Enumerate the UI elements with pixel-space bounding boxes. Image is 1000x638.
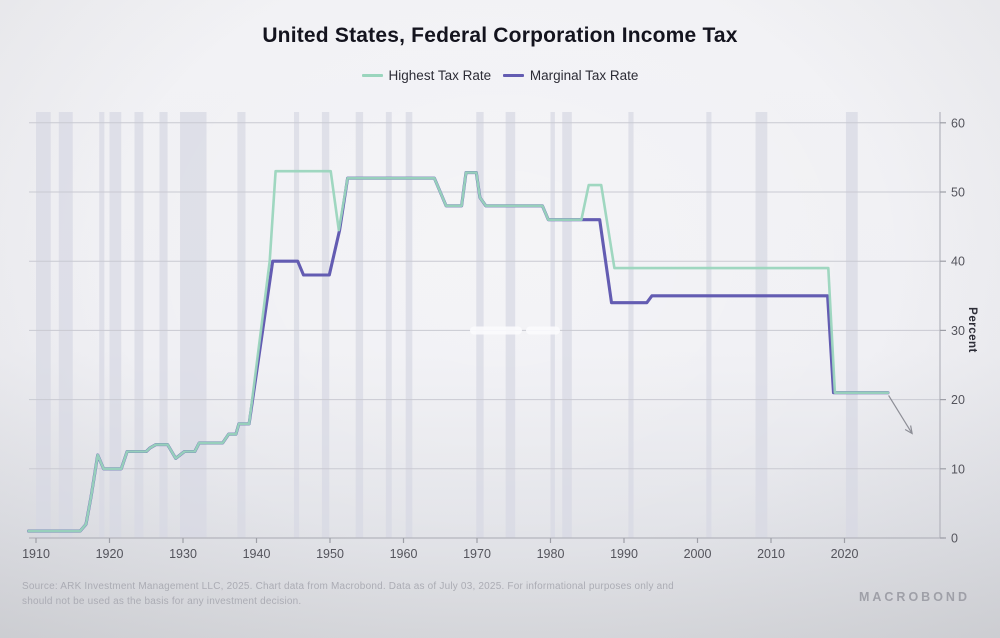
recession-band bbox=[845, 112, 858, 538]
forecast-arrowhead bbox=[904, 425, 913, 435]
recession-band bbox=[237, 112, 246, 538]
y-axis-unit-label: Percent bbox=[966, 307, 978, 353]
recession-band bbox=[159, 112, 168, 538]
recession-band bbox=[476, 112, 484, 538]
recession-band bbox=[405, 112, 413, 538]
x-tick-label: 1930 bbox=[169, 547, 197, 561]
x-tick-label: 1960 bbox=[390, 547, 418, 561]
smudge-artifact bbox=[470, 326, 522, 335]
legend-label-highest-tax-rate: Highest Tax Rate bbox=[388, 68, 492, 83]
recession-band bbox=[505, 112, 516, 538]
x-tick-label: 1970 bbox=[463, 547, 491, 561]
recession-band bbox=[321, 112, 330, 538]
x-tick-label: 1910 bbox=[22, 547, 50, 561]
recession-band bbox=[628, 112, 634, 538]
legend: Highest Tax Rate Marginal Tax Rate bbox=[0, 65, 1000, 83]
macrobond-logo: MACROBOND bbox=[858, 590, 970, 604]
legend-label-marginal-tax-rate: Marginal Tax Rate bbox=[529, 68, 639, 83]
source-note-line1: Source: ARK Investment Management LLC, 2… bbox=[22, 581, 674, 592]
source-note: Source: ARK Investment Management LLC, 2… bbox=[22, 579, 852, 609]
recession-band bbox=[293, 112, 300, 538]
x-tick-label: 1990 bbox=[610, 547, 638, 561]
x-tick-label: 1920 bbox=[96, 547, 124, 561]
recession-band bbox=[134, 112, 144, 538]
forecast-arrow bbox=[888, 395, 913, 434]
highest-tax-rate-line bbox=[27, 169, 890, 533]
x-tick-label: 1940 bbox=[243, 547, 271, 561]
highest-tax-rate-swatch bbox=[361, 74, 383, 77]
recession-band bbox=[562, 112, 572, 538]
recession-band bbox=[36, 112, 51, 538]
y-tick-label: 10 bbox=[951, 462, 965, 476]
recession-band bbox=[706, 112, 712, 538]
x-tick-label: 1980 bbox=[537, 547, 565, 561]
recession-band bbox=[180, 112, 207, 538]
legend-item-marginal-tax-rate: Marginal Tax Rate bbox=[502, 68, 639, 83]
x-tick-label: 2010 bbox=[757, 547, 785, 561]
y-tick-label: 30 bbox=[951, 324, 965, 338]
recession-band bbox=[355, 112, 364, 538]
recession-band bbox=[550, 112, 555, 538]
recession-band bbox=[385, 112, 392, 538]
x-tick-label: 1950 bbox=[316, 547, 344, 561]
y-tick-label: 50 bbox=[951, 186, 965, 200]
y-tick-label: 40 bbox=[951, 255, 965, 269]
recession-band bbox=[99, 112, 105, 538]
source-note-line2: should not be used as the basis for any … bbox=[22, 596, 302, 607]
recession-band bbox=[58, 112, 73, 538]
x-tick-label: 2020 bbox=[831, 547, 859, 561]
x-tick-label: 2000 bbox=[684, 547, 712, 561]
smudge-artifact bbox=[526, 326, 560, 335]
marginal-tax-rate-swatch bbox=[502, 74, 524, 77]
recession-band bbox=[755, 112, 768, 538]
y-tick-label: 20 bbox=[951, 393, 965, 407]
y-tick-label: 60 bbox=[951, 116, 965, 130]
chart-title: United States, Federal Corporation Incom… bbox=[262, 24, 738, 47]
y-tick-label: 0 bbox=[951, 532, 958, 546]
legend-item-highest-tax-rate: Highest Tax Rate bbox=[361, 68, 492, 83]
recession-band bbox=[109, 112, 122, 538]
